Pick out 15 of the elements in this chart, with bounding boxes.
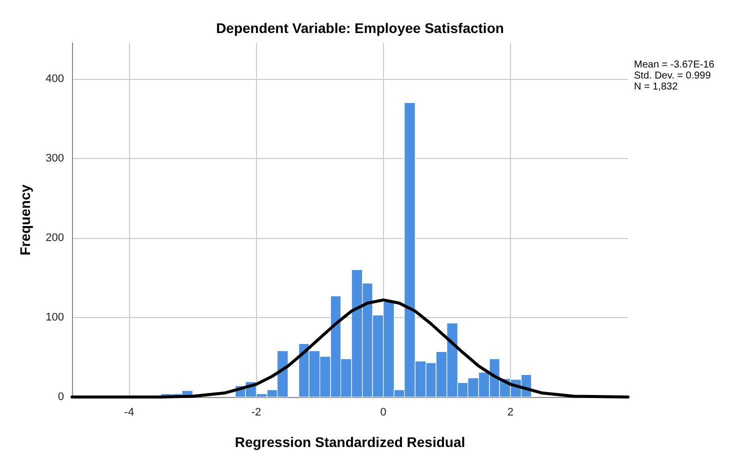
- x-tick-label: -2: [251, 406, 262, 418]
- x-tick-label: -4: [124, 406, 134, 418]
- text: N = 1,832: [634, 82, 678, 92]
- chart-title: Dependent Variable: Employee Satisfaction: [216, 20, 504, 36]
- y-tick-label: 100: [46, 311, 64, 324]
- x-tick-label: 2: [507, 406, 514, 418]
- y-tick-label: 200: [46, 232, 64, 244]
- y-tick-label: 0: [58, 391, 64, 403]
- x-tick-label: 0: [380, 406, 386, 418]
- text: Mean = -3.67E-16: [634, 60, 715, 70]
- y-tick-label: 300: [46, 152, 64, 164]
- y-axis-title: Frequency: [17, 184, 33, 256]
- text: Std. Dev. = 0.999: [634, 70, 712, 82]
- y-tick-label: 400: [46, 72, 64, 85]
- x-axis-title: Regression Standardized Residual: [234, 434, 466, 450]
